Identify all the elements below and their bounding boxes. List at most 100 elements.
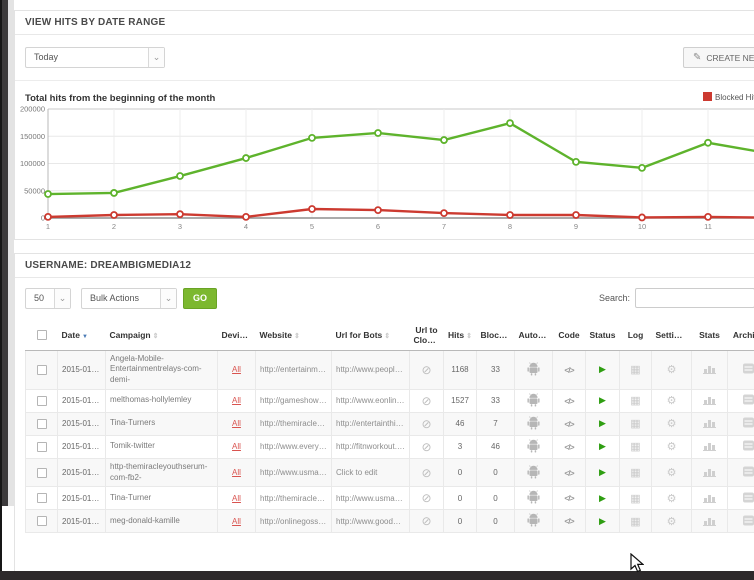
stats-cell[interactable] xyxy=(691,434,728,459)
settings-cell[interactable]: ⚙ xyxy=(651,388,692,413)
autobot-cell[interactable] xyxy=(514,349,553,390)
log-cell[interactable]: ▦ xyxy=(619,457,652,488)
url-to-cloak-icon[interactable]: ⊘ xyxy=(421,362,432,377)
settings-cell[interactable]: ⚙ xyxy=(651,509,692,534)
status-cell[interactable]: ▶ xyxy=(585,411,620,436)
archive-box-icon[interactable] xyxy=(742,394,754,405)
device-link[interactable]: All xyxy=(232,419,241,429)
settings-gear-icon[interactable]: ⚙ xyxy=(666,395,677,408)
url-for-bots-cell[interactable]: http://www.people.com/ar... xyxy=(331,349,410,390)
column-header-website[interactable]: Website ⇕ xyxy=(255,320,332,351)
stats-cell[interactable] xyxy=(691,486,728,511)
code-icon[interactable]: </> xyxy=(564,364,574,375)
select-all-checkbox[interactable] xyxy=(36,330,47,341)
archive-box-icon[interactable] xyxy=(742,417,754,428)
column-header-hits[interactable]: Hits ⇕ xyxy=(443,320,477,351)
website-cell[interactable]: http://www.usmagazine.c... xyxy=(255,457,332,488)
website-cell[interactable]: http://www.everydayfitnes... xyxy=(255,434,332,459)
stats-cell[interactable] xyxy=(691,388,728,413)
archive-cell[interactable] xyxy=(727,411,754,436)
sort-icon[interactable]: ⇕ xyxy=(439,338,444,345)
website-cell[interactable]: http://entertainmentrelays... xyxy=(255,349,332,390)
code-icon[interactable]: </> xyxy=(564,516,574,527)
url-to-cloak-cell[interactable]: ⊘ xyxy=(409,457,444,488)
url-to-cloak-cell[interactable]: ⊘ xyxy=(409,388,444,413)
archive-box-icon[interactable] xyxy=(742,492,754,503)
page-size-select[interactable]: 50 ⌄ xyxy=(25,288,71,309)
sort-icon[interactable]: ⇕ xyxy=(384,332,391,340)
stats-chart-icon[interactable] xyxy=(703,466,716,478)
status-active-icon[interactable]: ▶ xyxy=(599,364,606,375)
url-to-cloak-icon[interactable]: ⊘ xyxy=(421,465,432,480)
url-for-bots-cell[interactable]: http://entertainthis.usatod... xyxy=(331,411,410,436)
website-cell[interactable]: http://themiracleyouthser... xyxy=(255,486,332,511)
row-checkbox[interactable] xyxy=(36,364,47,375)
settings-gear-icon[interactable]: ⚙ xyxy=(666,418,677,431)
url-to-cloak-cell[interactable]: ⊘ xyxy=(409,486,444,511)
log-cell[interactable]: ▦ xyxy=(619,509,652,534)
column-header-url-for-bots[interactable]: Url for Bots ⇕ xyxy=(331,320,410,351)
website-cell[interactable]: http://themiracleyouthser... xyxy=(255,411,332,436)
log-calendar-icon[interactable]: ▦ xyxy=(630,492,641,505)
settings-cell[interactable]: ⚙ xyxy=(651,349,692,390)
archive-cell[interactable] xyxy=(727,457,754,488)
stats-cell[interactable] xyxy=(691,457,728,488)
autobot-android-icon[interactable] xyxy=(527,490,540,504)
device-link[interactable]: All xyxy=(232,365,241,375)
stats-cell[interactable] xyxy=(691,411,728,436)
stats-chart-icon[interactable] xyxy=(703,515,716,526)
autobot-android-icon[interactable] xyxy=(527,439,540,453)
status-active-icon[interactable]: ▶ xyxy=(599,515,606,526)
autobot-cell[interactable] xyxy=(514,486,553,511)
bulk-actions-select[interactable]: Bulk Actions ⌄ xyxy=(81,288,177,309)
autobot-cell[interactable] xyxy=(514,388,553,413)
archive-box-icon[interactable] xyxy=(742,466,754,477)
search-input[interactable] xyxy=(635,288,754,308)
create-new-campaign-button[interactable]: ✎ CREATE NEW CAMPAIGN xyxy=(683,47,754,68)
column-header-date[interactable]: Date ▼ xyxy=(57,320,106,351)
status-active-icon[interactable]: ▶ xyxy=(599,467,606,478)
archive-cell[interactable] xyxy=(727,349,754,390)
device-link[interactable]: All xyxy=(232,468,241,478)
code-cell[interactable]: </> xyxy=(552,388,586,413)
autobot-cell[interactable] xyxy=(514,457,553,488)
url-to-cloak-cell[interactable]: ⊘ xyxy=(409,509,444,534)
status-cell[interactable]: ▶ xyxy=(585,349,620,390)
device-link[interactable]: All xyxy=(232,516,241,526)
settings-cell[interactable]: ⚙ xyxy=(651,411,692,436)
log-calendar-icon[interactable]: ▦ xyxy=(630,515,641,528)
settings-gear-icon[interactable]: ⚙ xyxy=(666,364,677,377)
status-cell[interactable]: ▶ xyxy=(585,486,620,511)
go-button[interactable]: GO xyxy=(183,288,217,309)
status-cell[interactable]: ▶ xyxy=(585,434,620,459)
log-calendar-icon[interactable]: ▦ xyxy=(630,364,641,377)
stats-chart-icon[interactable] xyxy=(703,394,716,406)
website-cell[interactable]: http://gameshownews.net xyxy=(255,388,332,413)
log-calendar-icon[interactable]: ▦ xyxy=(630,441,641,454)
url-for-bots-cell[interactable]: http://www.usmagazine.c... xyxy=(331,486,410,511)
log-cell[interactable]: ▦ xyxy=(619,411,652,436)
autobot-cell[interactable] xyxy=(514,434,553,459)
url-to-cloak-icon[interactable]: ⊘ xyxy=(421,416,432,431)
url-for-bots-cell[interactable]: http://www.goodhouseke... xyxy=(331,509,410,534)
log-calendar-icon[interactable]: ▦ xyxy=(630,418,641,431)
log-calendar-icon[interactable]: ▦ xyxy=(630,467,641,480)
window-scroll-gutter[interactable] xyxy=(8,0,14,506)
website-cell[interactable]: http://onlinegossipchann... xyxy=(255,509,332,534)
row-checkbox[interactable] xyxy=(36,493,47,504)
log-calendar-icon[interactable]: ▦ xyxy=(630,395,641,408)
sort-icon[interactable]: ⇕ xyxy=(466,332,472,340)
url-to-cloak-cell[interactable]: ⊘ xyxy=(409,434,444,459)
status-active-icon[interactable]: ▶ xyxy=(599,418,606,429)
url-to-cloak-icon[interactable]: ⊘ xyxy=(421,491,432,506)
code-icon[interactable]: </> xyxy=(564,441,574,452)
archive-cell[interactable] xyxy=(727,434,754,459)
sort-icon[interactable]: ⇕ xyxy=(152,332,159,340)
archive-cell[interactable] xyxy=(727,486,754,511)
status-active-icon[interactable]: ▶ xyxy=(599,395,606,406)
autobot-android-icon[interactable] xyxy=(527,513,540,527)
column-header-url-to-cloak[interactable]: Url to Cloak⇕ xyxy=(409,320,444,351)
url-for-bots-cell[interactable]: Click to edit xyxy=(331,457,410,488)
code-icon[interactable]: </> xyxy=(564,493,574,504)
settings-gear-icon[interactable]: ⚙ xyxy=(666,515,677,528)
